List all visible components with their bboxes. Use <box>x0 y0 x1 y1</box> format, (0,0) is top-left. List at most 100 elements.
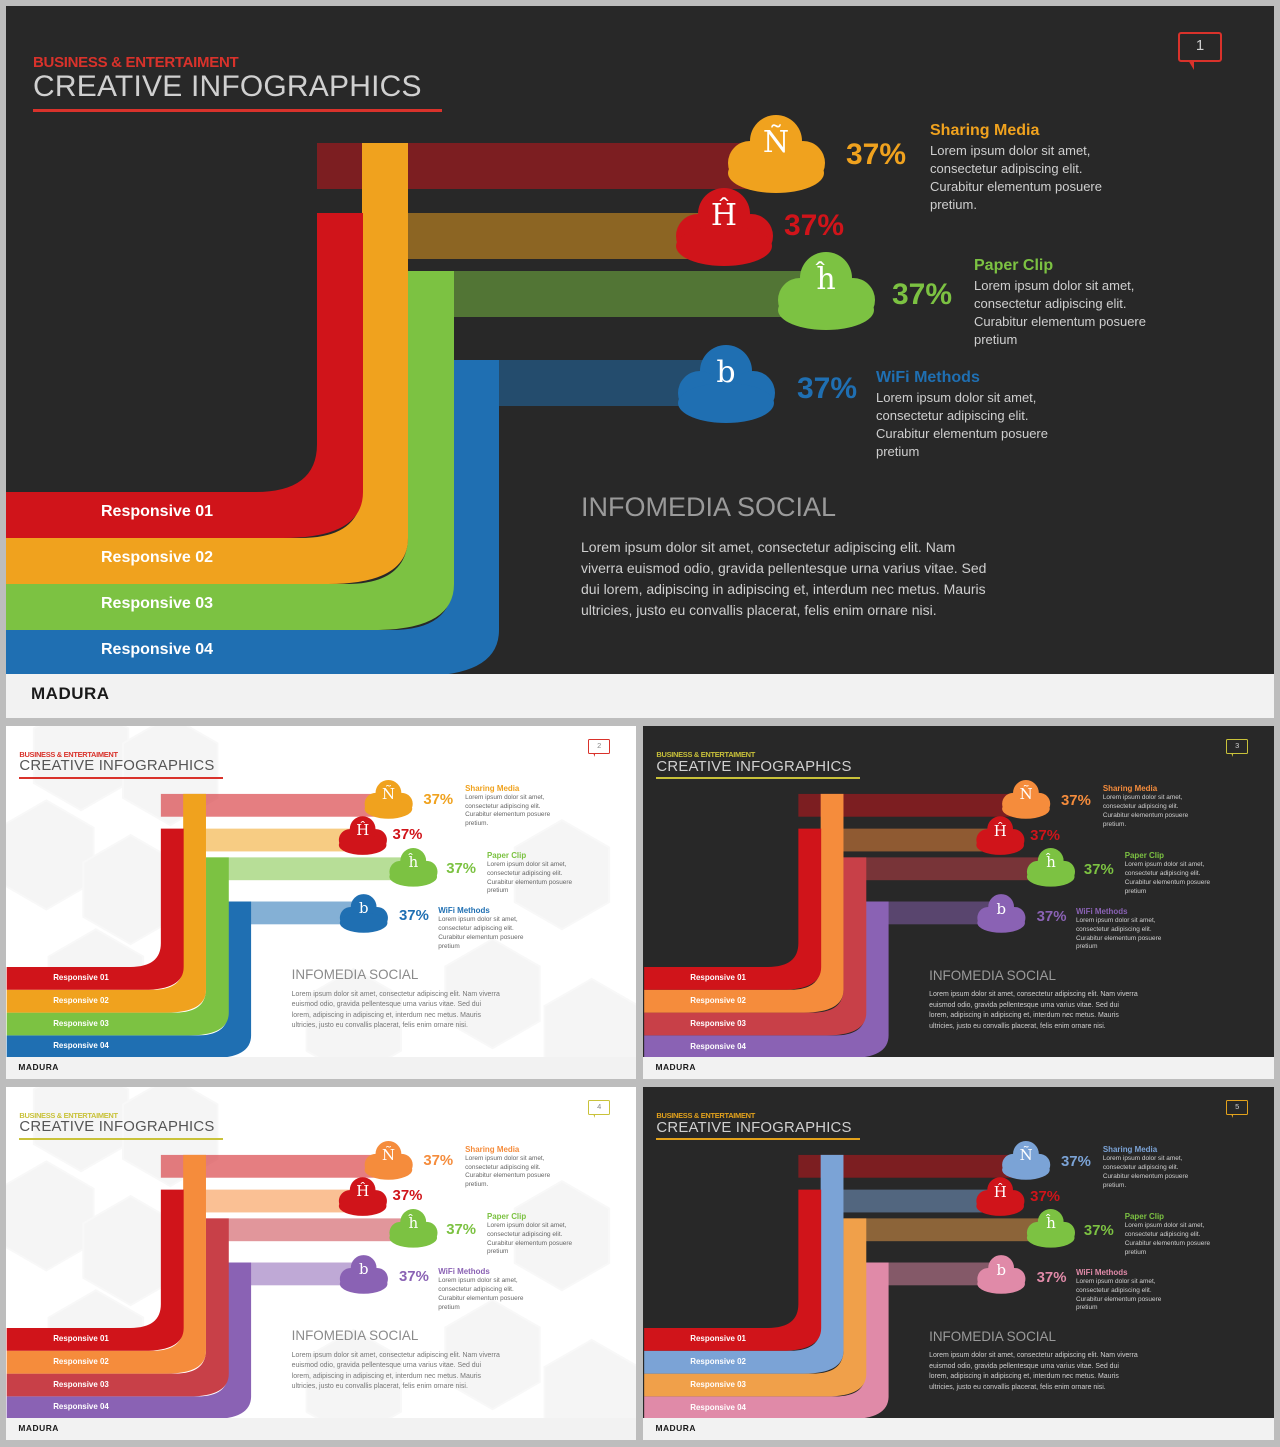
comment-icon[interactable]: 1 <box>1178 32 1222 70</box>
band-label: Responsive 01 <box>101 503 214 520</box>
percent-value: 37% <box>1036 908 1067 926</box>
band-label: Responsive 04 <box>101 641 214 658</box>
percent-value: 37% <box>399 1268 429 1285</box>
section-heading: INFOMEDIA SOCIAL <box>291 967 419 983</box>
band-shape-1 <box>6 828 184 990</box>
band-shape-2 <box>644 793 844 1013</box>
percent-value: 37% <box>1061 1152 1091 1170</box>
band-shape-3 <box>644 857 867 1036</box>
slide-3[interactable]: BUSINESS & ENTERTAIMENT CREATIVE INFOGRAP… <box>643 726 1274 1079</box>
cloud-icon <box>728 115 825 193</box>
percent-value: 37% <box>392 1187 423 1204</box>
hexagon-shape <box>32 1087 130 1173</box>
cloud-icon <box>389 847 438 887</box>
slide-2[interactable]: BUSINESS & ENTERTAIMENT CREATIVE INFOGRAP… <box>6 726 636 1079</box>
cloud-icon <box>676 188 773 266</box>
connector-bar-1 <box>798 1154 1026 1178</box>
cloud-glyph: ĥ <box>816 262 836 297</box>
kicker-text: BUSINESS & ENTERTAIMENT <box>656 1110 755 1120</box>
comment-icon[interactable]: 5 <box>1226 1099 1249 1118</box>
cloud-icon <box>338 1177 387 1216</box>
brand-logo: MADURA <box>655 1062 696 1073</box>
percent-value: 37% <box>784 209 845 242</box>
section-heading: INFOMEDIA SOCIAL <box>929 1328 1056 1344</box>
hexagon-shape <box>543 1338 636 1440</box>
cloud-glyph: Ñ <box>1019 785 1033 804</box>
cloud-glyph: Ñ <box>762 125 790 160</box>
band-label: Responsive 03 <box>690 1380 746 1390</box>
band-label: Responsive 01 <box>690 1334 746 1344</box>
slide-number: 3 <box>1235 741 1240 751</box>
percent-value: 37% <box>1036 1269 1067 1287</box>
cloud-glyph: Ñ <box>382 1146 396 1165</box>
cloud-glyph: ĥ <box>408 853 419 872</box>
hexagon-shape <box>513 1180 611 1292</box>
cloud-glyph: ĥ <box>1046 853 1056 872</box>
connector-bar-3 <box>843 857 1051 881</box>
percent-value: 37% <box>399 907 429 924</box>
item-label: WiFi Methods <box>438 906 490 916</box>
cloud-glyph: Ĥ <box>356 1182 370 1201</box>
kicker-text: BUSINESS & ENTERTAIMENT <box>19 1110 118 1120</box>
slide-1[interactable]: BUSINESS & ENTERTAIMENT CREATIVE INFOGRAP… <box>6 6 1274 718</box>
section-body: Lorem ipsum dolor sit amet, consectetur … <box>929 991 1138 1030</box>
slide-4[interactable]: BUSINESS & ENTERTAIMENT CREATIVE INFOGRAP… <box>6 1087 636 1440</box>
brand-logo: MADURA <box>31 684 110 703</box>
band-shape-4 <box>6 901 252 1059</box>
item-description: Lorem ipsum dolor sit amet, consectetur … <box>1075 916 1162 951</box>
cloud-glyph: b <box>358 1260 369 1279</box>
title-underline <box>33 109 442 112</box>
kicker-text: BUSINESS & ENTERTAIMENT <box>656 749 755 759</box>
slide-number: 1 <box>1195 37 1205 54</box>
connector-bar-4 <box>865 1262 1002 1286</box>
title-underline <box>656 777 860 779</box>
band-label: Responsive 01 <box>53 972 109 982</box>
connector-bar-3 <box>205 857 414 881</box>
cloud-icon <box>1026 847 1076 887</box>
comment-icon[interactable]: 3 <box>1226 738 1249 757</box>
comment-icon[interactable]: 2 <box>588 738 611 757</box>
percent-value: 37% <box>1083 1222 1114 1240</box>
item-description: Lorem ipsum dolor sit amet, consectetur … <box>1124 1221 1211 1256</box>
percent-value: 37% <box>446 861 477 878</box>
brand-logo: MADURA <box>18 1062 59 1073</box>
comment-icon[interactable]: 4 <box>588 1099 611 1118</box>
connector-bar-4 <box>228 901 364 925</box>
band-shape-3 <box>644 1218 867 1397</box>
hexagon-shape <box>444 938 541 1050</box>
slide-number: 4 <box>597 1102 602 1112</box>
percent-value: 37% <box>423 1152 454 1169</box>
band-label: Responsive 03 <box>53 1379 109 1389</box>
cloud-glyph: Ñ <box>382 785 396 804</box>
cloud-glyph: b <box>358 899 369 918</box>
infographic-graphic <box>644 1141 1076 1420</box>
footer-bar: MADURA <box>6 1057 636 1079</box>
item-label: WiFi Methods <box>1075 1267 1128 1277</box>
band-label: Responsive 04 <box>53 1041 109 1051</box>
band-shape-1 <box>644 828 822 990</box>
connector-bar-3 <box>408 271 826 317</box>
title-underline <box>656 1138 860 1140</box>
comment-tail <box>593 1113 596 1118</box>
percent-value: 37% <box>446 1222 477 1239</box>
page-title: CREATIVE INFOGRAPHICS <box>656 757 852 775</box>
percent-value: 37% <box>846 138 907 171</box>
item-description: Lorem ipsum dolor sit amet, consectetur … <box>465 793 551 828</box>
band-shape-4 <box>6 360 499 676</box>
band-shape-3 <box>6 1218 229 1397</box>
cloud-icon <box>976 1177 1025 1216</box>
item-label: Paper Clip <box>486 1211 527 1221</box>
connector-bar-2 <box>820 828 1002 852</box>
percent-value: 37% <box>797 372 858 405</box>
cloud-icon <box>338 816 387 855</box>
title-underline <box>19 777 223 779</box>
title-underline <box>19 1138 223 1140</box>
hexagon-shape <box>6 799 95 911</box>
item-description: Lorem ipsum dolor sit amet, consectetur … <box>930 143 1102 212</box>
band-label: Responsive 02 <box>53 1356 109 1366</box>
item-label: Paper Clip <box>974 257 1054 274</box>
footer-bar: MADURA <box>6 674 1274 718</box>
page-title: CREATIVE INFOGRAPHICS <box>19 757 215 774</box>
slide-5[interactable]: BUSINESS & ENTERTAIMENT CREATIVE INFOGRAP… <box>643 1087 1274 1440</box>
comment-tail <box>1231 752 1234 757</box>
